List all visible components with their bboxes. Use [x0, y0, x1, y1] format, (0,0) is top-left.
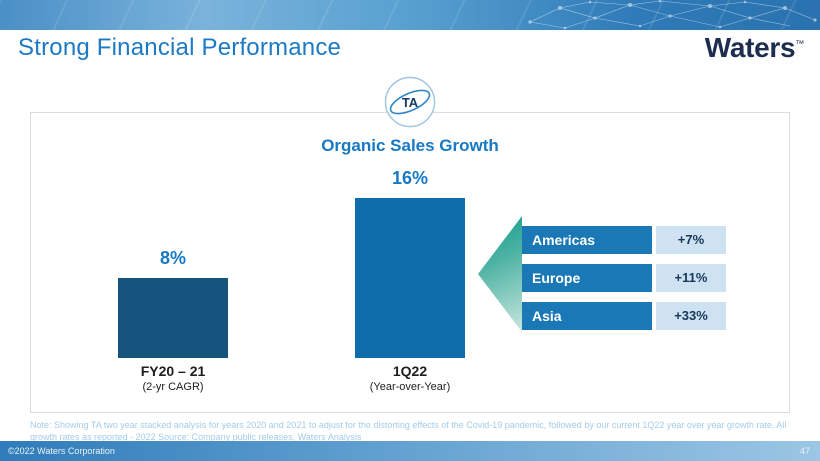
category-subtitle: (Year-over-Year) — [369, 381, 451, 393]
region-name: Europe — [522, 264, 652, 292]
chart-title: Organic Sales Growth — [321, 136, 499, 155]
bar-column-1q22: 16% — [355, 168, 465, 358]
waters-wordmark: Waters — [704, 32, 796, 63]
region-row-asia: Asia +33% — [522, 302, 726, 330]
footnote: Note: Showing TA two year stacked analys… — [30, 420, 787, 442]
category-subtitle: (2-yr CAGR) — [142, 381, 204, 393]
category-label-1q22: 1Q22 (Year-over-Year) — [355, 363, 465, 393]
category-name: FY20 – 21 — [140, 363, 206, 379]
footer-bar: ©2022 Waters Corporation 47 — [0, 441, 820, 461]
category-label-fy20-21: FY20 – 21 (2-yr CAGR) — [118, 363, 228, 393]
region-row-europe: Europe +11% — [522, 264, 726, 292]
bar-fy20-21 — [118, 278, 228, 358]
bar-1q22 — [355, 198, 465, 358]
slide-title: Strong Financial Performance — [18, 34, 342, 61]
ta-instruments-logo-icon: TA — [384, 76, 436, 128]
bar-column-fy20-21: 8% — [118, 248, 228, 358]
top-decorative-band — [0, 0, 820, 30]
region-name: Asia — [522, 302, 652, 330]
network-pattern-icon — [528, 0, 817, 30]
bar-value-label: 8% — [159, 248, 186, 268]
page-number: 47 — [799, 446, 810, 456]
region-growth-value: +7% — [656, 226, 726, 254]
ta-logo-text: TA — [402, 95, 419, 110]
category-name: 1Q22 — [392, 363, 428, 379]
region-growth-value: +11% — [656, 264, 726, 292]
waters-logo: Waters™ — [704, 32, 805, 64]
bar-value-label: 16% — [391, 168, 429, 188]
region-name: Americas — [522, 226, 652, 254]
region-growth-value: +33% — [656, 302, 726, 330]
region-row-americas: Americas +7% — [522, 226, 726, 254]
region-rows: Americas +7% Europe +11% Asia +33% — [522, 226, 726, 340]
copyright-text: ©2022 Waters Corporation — [8, 446, 115, 456]
trademark-symbol: ™ — [795, 38, 804, 49]
